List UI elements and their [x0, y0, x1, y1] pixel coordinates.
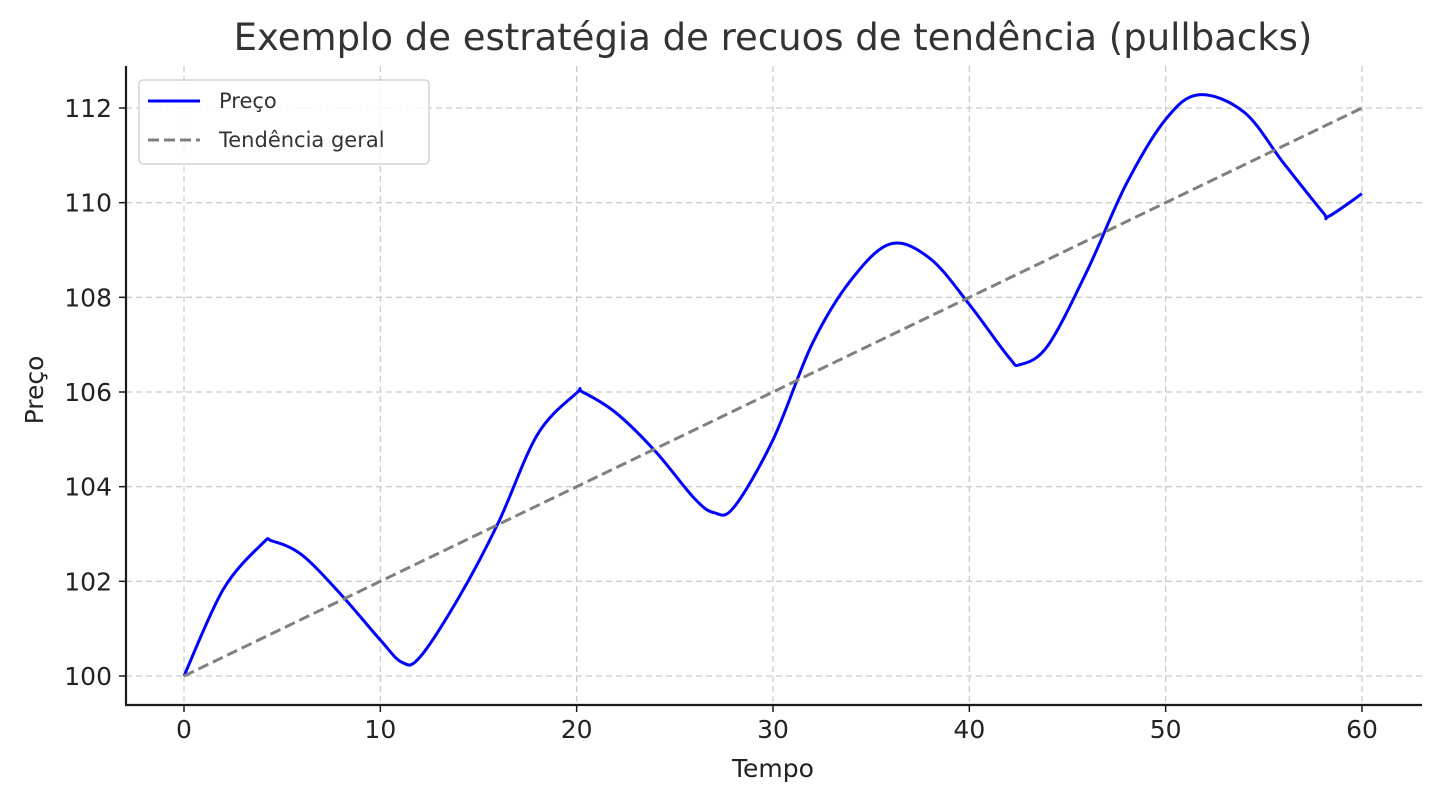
x-tick-label: 0: [176, 715, 192, 744]
price-line: [182, 93, 1363, 677]
y-tick-label: 100: [64, 662, 112, 691]
x-axis-label: Tempo: [731, 754, 814, 783]
legend: Preço Tendência geral: [138, 79, 430, 165]
x-tick-label: 10: [364, 715, 396, 744]
y-tick-label: 108: [64, 283, 112, 312]
x-tick-label: 40: [953, 715, 985, 744]
y-tick-label: 104: [64, 473, 112, 502]
x-axis-ticks: 0 10 20 30 40 50 60: [176, 705, 1378, 744]
chart-title: Exemplo de estratégia de recuos de tendê…: [234, 16, 1313, 59]
y-tick-label: 106: [64, 378, 112, 407]
trend-line: [183, 106, 1363, 678]
grid-lines: [126, 66, 1422, 705]
legend-label-trend: Tendência geral: [218, 128, 385, 152]
y-axis-ticks: 100 102 104 106 108 110 112: [64, 94, 126, 691]
y-tick-label: 102: [64, 567, 112, 596]
x-tick-label: 60: [1346, 715, 1378, 744]
plot-area: [182, 93, 1363, 678]
y-tick-label: 110: [64, 189, 112, 218]
x-tick-label: 50: [1150, 715, 1182, 744]
legend-label-price: Preço: [219, 89, 277, 113]
x-tick-label: 30: [757, 715, 789, 744]
y-tick-label: 112: [64, 94, 112, 123]
y-axis-label: Preço: [20, 356, 49, 425]
x-tick-label: 20: [561, 715, 593, 744]
legend-box: [138, 79, 430, 165]
